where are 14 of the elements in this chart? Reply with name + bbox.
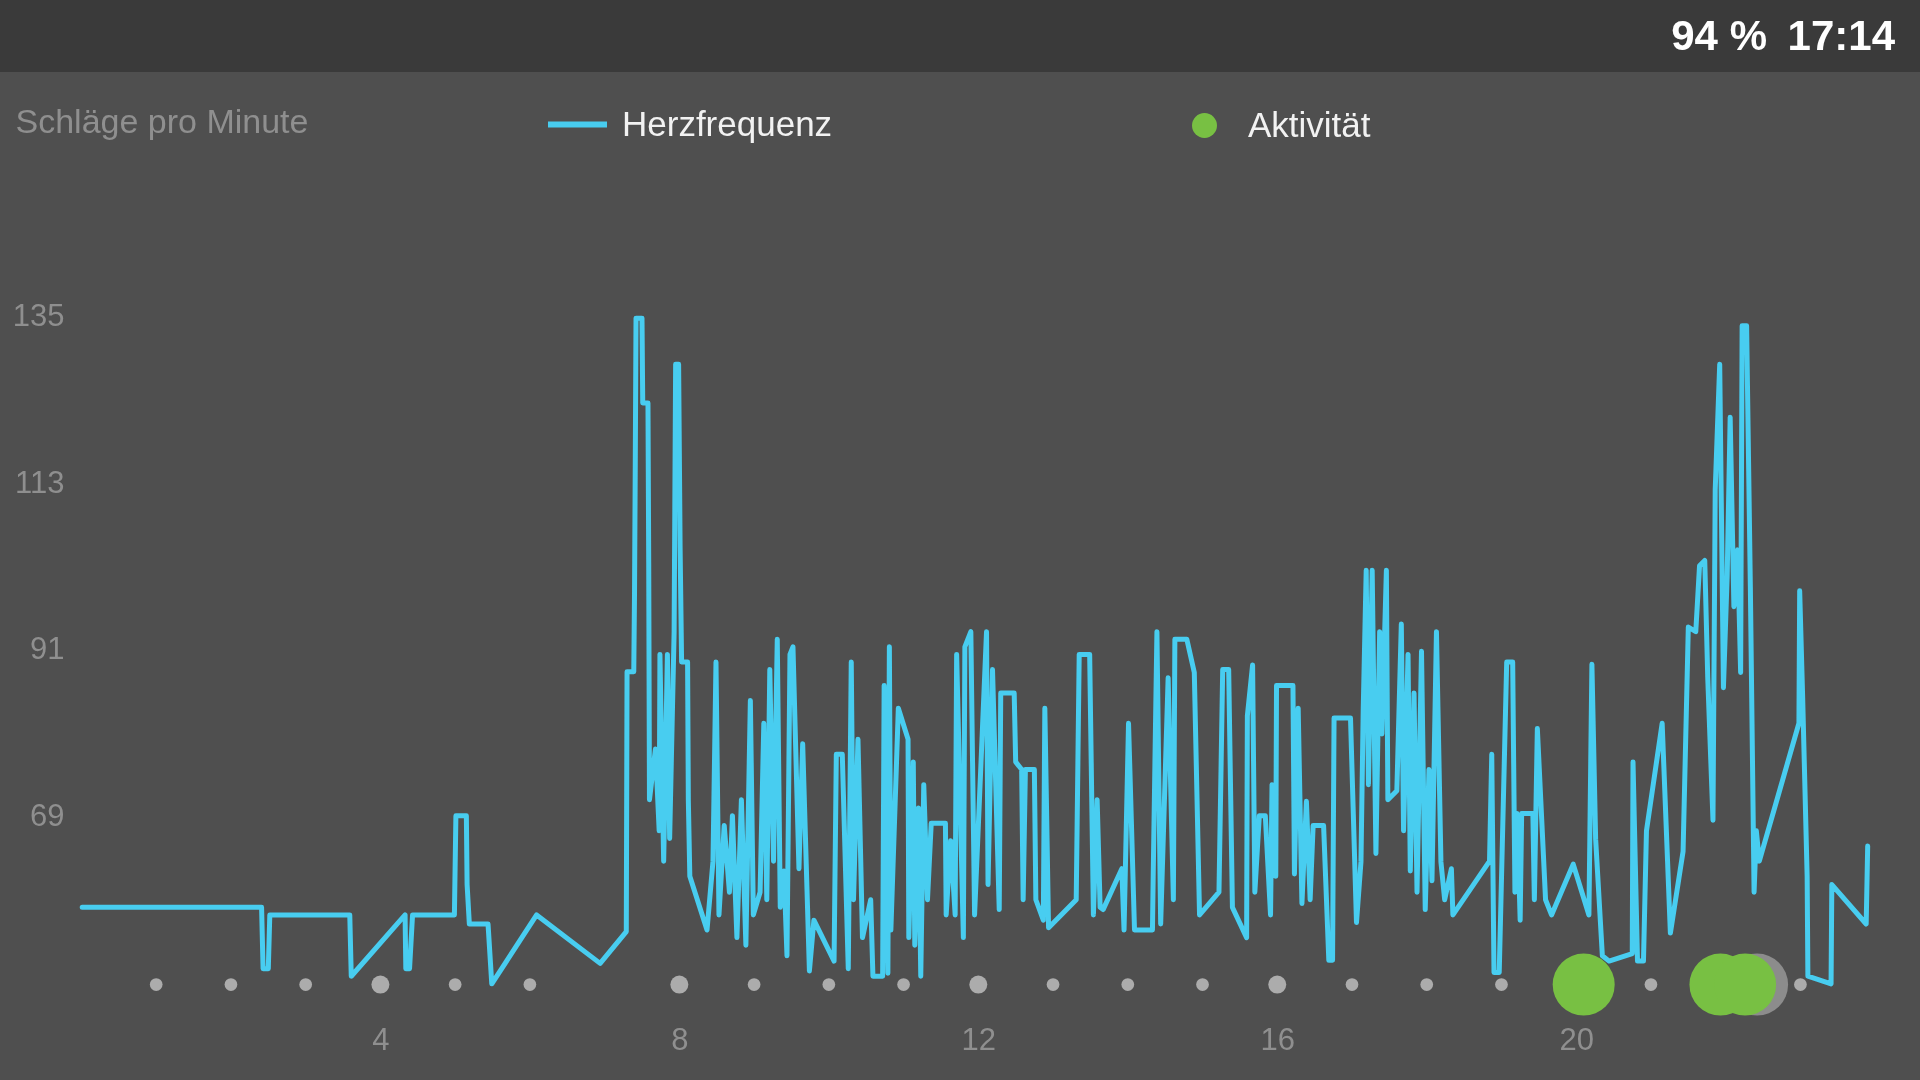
text: 17:14	[1787, 12, 1896, 59]
y-tick-label: 113	[15, 464, 65, 500]
y-tick-label: 135	[12, 298, 65, 334]
x-tick-label: 20	[1559, 1021, 1594, 1057]
x-tick-label: 8	[671, 1021, 689, 1057]
x-tick-label: 16	[1260, 1021, 1295, 1057]
y-tick-label: 69	[30, 797, 65, 833]
legend-label: Herzfrequenz	[622, 103, 833, 143]
y-tick-label: 91	[30, 631, 65, 667]
y-axis-title: Schläge pro Minute	[15, 101, 309, 140]
text: 94 %	[1671, 12, 1767, 59]
legend-label: Aktivität	[1248, 104, 1371, 144]
x-tick-label: 12	[961, 1021, 997, 1057]
x-tick-label: 4	[372, 1021, 390, 1057]
